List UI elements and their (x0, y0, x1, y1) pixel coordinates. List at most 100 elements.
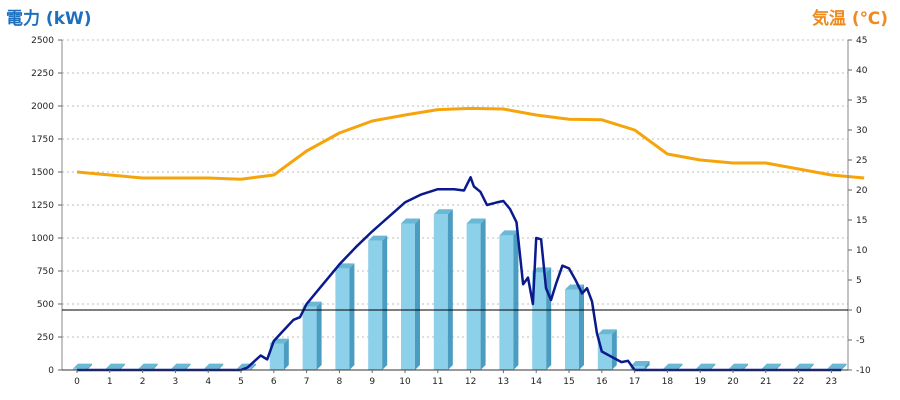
x-tick-label: 9 (369, 377, 375, 387)
grid-layer (62, 39, 848, 338)
power-bar-top (433, 209, 453, 215)
power-bar-front (269, 343, 284, 370)
power-bar-top (368, 235, 388, 241)
temperature-line (76, 106, 865, 181)
right-tick-label: 25 (856, 156, 867, 166)
power-bar-side (447, 209, 453, 370)
x-tick-label: 19 (694, 377, 706, 387)
power-bar-side (185, 363, 191, 370)
power-bar-side (775, 363, 781, 370)
power-bar-side (251, 363, 256, 370)
x-tick-label: 20 (727, 377, 739, 387)
power-bar-side (119, 363, 125, 370)
power-bar-side (677, 363, 683, 370)
power-bar-side (808, 363, 814, 370)
power-bar-top (466, 218, 486, 224)
right-tick-label: 20 (856, 186, 868, 196)
x-tick-label: 14 (530, 377, 542, 387)
x-tick-label: 6 (271, 377, 277, 387)
power-bar-top (696, 363, 716, 369)
power-line (77, 176, 842, 372)
power-bar-front (466, 223, 481, 370)
x-tick-label: 11 (432, 377, 443, 387)
right-tick-label: 15 (856, 216, 867, 226)
power-bar (368, 235, 388, 370)
right-tick-label: 10 (856, 246, 868, 256)
power-bar-top (597, 329, 617, 335)
x-tick-label: 8 (337, 377, 343, 387)
power-bar (302, 301, 322, 370)
power-bar-top (794, 363, 814, 369)
power-bar-side (546, 267, 552, 370)
power-bars (73, 209, 847, 370)
power-bar (565, 284, 584, 370)
right-tick-label: 5 (856, 276, 862, 286)
left-tick-label: 0 (48, 366, 54, 376)
right-tick-label: 40 (856, 66, 868, 76)
right-tick-label: -5 (856, 336, 865, 346)
power-series (77, 176, 842, 372)
power-bar-top (138, 363, 158, 369)
right-tick-label: 0 (856, 306, 862, 316)
power-bar (630, 361, 650, 370)
right-tick-label: -10 (856, 366, 871, 376)
power-bar-front (532, 272, 547, 370)
power-bar-front (335, 268, 350, 370)
power-bar-side (513, 230, 519, 370)
power-bar-side (710, 363, 716, 370)
left-tick-label: 2000 (31, 102, 54, 112)
x-tick-label: 16 (596, 377, 608, 387)
x-tick-label: 7 (304, 377, 310, 387)
right-tick-label: 45 (856, 36, 867, 46)
power-bar-side (316, 301, 322, 370)
x-tick-label: 4 (205, 377, 211, 387)
temperature-series (76, 106, 865, 181)
power-bar-side (87, 363, 92, 370)
x-tick-label: 21 (760, 377, 771, 387)
x-tick-label: 22 (793, 377, 804, 387)
power-bar-side (480, 218, 486, 370)
power-bar-front (499, 235, 514, 370)
left-tick-label: 1750 (31, 135, 54, 145)
power-bar (499, 230, 519, 370)
left-tick-label: 750 (37, 267, 54, 277)
power-bar-top (73, 363, 92, 369)
left-axis-title: 電力 (kW) (6, 9, 92, 29)
power-bar-side (644, 361, 650, 370)
power-bar-top (729, 363, 748, 369)
power-bar-side (841, 363, 847, 370)
power-bar-top (761, 363, 781, 369)
x-tick-label: 15 (563, 377, 574, 387)
power-bar (335, 263, 355, 370)
power-bar (433, 209, 453, 370)
power-bar-top (630, 361, 650, 367)
power-bar-top (663, 363, 683, 369)
power-bar-side (283, 338, 289, 370)
x-tick-label: 12 (465, 377, 476, 387)
power-bar-side (415, 218, 420, 370)
power-bar-top (401, 218, 420, 224)
left-tick-label: 2250 (31, 69, 54, 79)
x-tick-label: 0 (74, 377, 80, 387)
x-tick-label: 1 (107, 377, 113, 387)
power-bar-side (743, 363, 748, 370)
right-axis-title: 気温 (℃) (811, 9, 888, 29)
x-tick-label: 10 (399, 377, 411, 387)
power-bar-front (368, 240, 383, 370)
power-bar-side (579, 284, 584, 370)
right-tick-label: 35 (856, 96, 867, 106)
x-tick-label: 23 (826, 377, 837, 387)
power-bar-top (532, 267, 552, 273)
right-tick-label: 30 (856, 126, 868, 136)
power-bar-top (827, 363, 847, 369)
power-bar-front (302, 306, 317, 370)
power-bar-front (630, 366, 645, 370)
x-tick-label: 17 (629, 377, 640, 387)
left-tick-label: 250 (37, 333, 54, 343)
x-tick-label: 3 (173, 377, 179, 387)
power-bar-side (349, 263, 355, 370)
axes: 02505007501000125015001750200022502500-1… (31, 36, 871, 387)
power-bar-side (218, 363, 224, 370)
left-tick-label: 500 (37, 300, 54, 310)
